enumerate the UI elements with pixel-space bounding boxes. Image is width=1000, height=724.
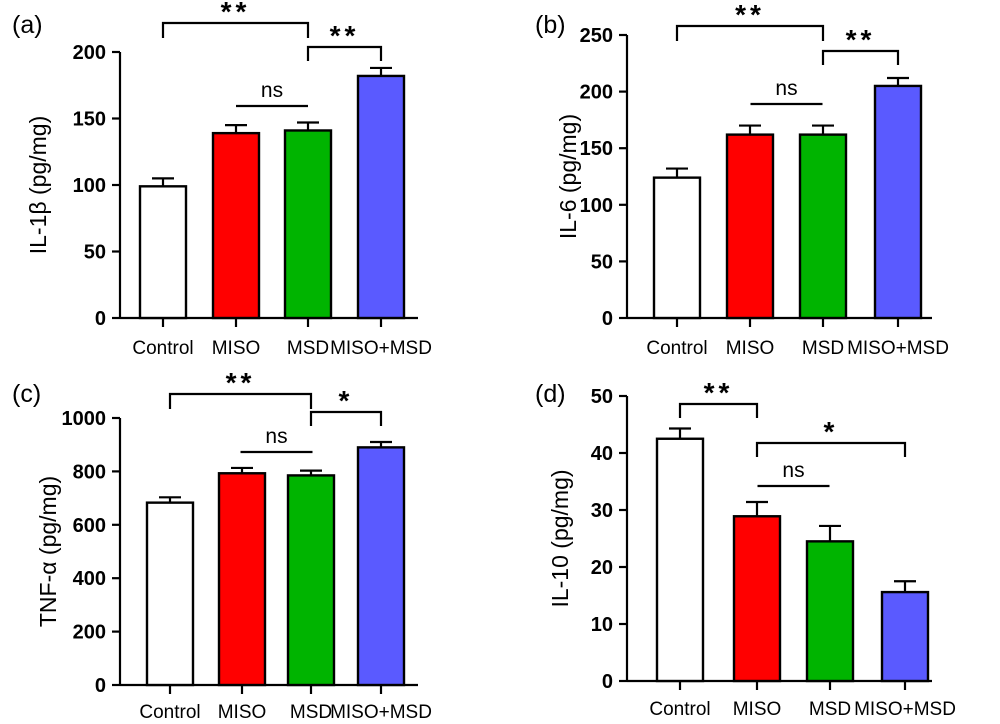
y-tick-label: 200	[580, 82, 613, 104]
y-tick-label: 250	[580, 25, 613, 47]
significance-label: *	[824, 416, 839, 447]
x-tick-label: Control	[646, 338, 707, 359]
y-tick-label: 400	[73, 568, 106, 590]
y-axis-title: IL-1β (pg/mg)	[25, 116, 51, 255]
x-tick-label: MISO	[726, 338, 775, 359]
x-tick-label: MISO+MSD	[847, 338, 949, 359]
y-tick-label: 40	[591, 443, 613, 465]
x-tick-label: MSD	[809, 699, 851, 720]
chart-panel-d: (d) 0 10 20 30 40 50 IL-10 (pg/mg) Control MISO MS…	[535, 377, 956, 720]
bar-miso-msd	[356, 74, 406, 320]
bar-control	[138, 185, 188, 320]
bar-control	[655, 437, 705, 683]
y-tick-label: 100	[73, 175, 106, 197]
y-tick-label: 800	[73, 461, 106, 483]
y-tick-label: 0	[95, 675, 106, 697]
x-tick-label: Control	[132, 338, 193, 359]
y-tick-label: 200	[73, 42, 106, 64]
y-tick-label: 600	[73, 515, 106, 537]
significance-label: **	[846, 24, 876, 55]
significance-label: ns	[261, 79, 283, 102]
x-tick-label: MSD	[802, 338, 844, 359]
bar-miso-msd	[880, 590, 930, 683]
y-tick-label: 0	[602, 308, 613, 330]
x-tick-label: Control	[139, 702, 200, 723]
significance-bracket	[168, 392, 313, 409]
y-tick-label: 200	[73, 622, 106, 644]
y-tick-label: 10	[591, 614, 613, 636]
bar-msd	[805, 540, 855, 683]
significance-bracket	[678, 402, 759, 418]
panel-label: (b)	[535, 11, 566, 39]
x-tick-label: MISO+MSD	[854, 699, 956, 720]
bar-miso-msd	[873, 84, 923, 320]
significance-label: **	[330, 20, 360, 51]
y-tick-label: 20	[591, 557, 613, 579]
y-axis-title: TNF-α (pg/mg)	[35, 476, 61, 627]
bar-miso	[211, 131, 261, 320]
y-tick-label: 0	[95, 308, 106, 330]
x-tick-label: MISO	[218, 702, 267, 723]
chart-panel-a: (a) 0 50 100 150 200 IL-1β (pg/mg) Control MISO M…	[12, 0, 432, 359]
significance-label: **	[226, 367, 256, 398]
bar-miso	[217, 472, 267, 687]
y-tick-label: 1000	[62, 408, 107, 430]
x-tick-label: Control	[649, 699, 710, 720]
significance-label: ns	[265, 425, 287, 448]
y-axis-title: IL-6 (pg/mg)	[555, 114, 581, 239]
significance-label: *	[339, 385, 354, 416]
bar-msd	[798, 133, 848, 320]
panel-label: (a)	[12, 11, 43, 39]
x-tick-label: MSD	[287, 338, 329, 359]
bar-msd	[286, 474, 336, 687]
x-tick-label: MISO	[212, 338, 261, 359]
chart-panel-b: (b) 0 50 100 150 200 250 IL-6 (pg/mg) Control MIS…	[535, 0, 949, 359]
y-tick-label: 0	[602, 671, 613, 693]
significance-bracket	[309, 410, 383, 426]
significance-bracket	[821, 49, 900, 65]
y-tick-label: 50	[591, 251, 613, 273]
chart-panel-c: (c) 0 200 400 600 800 1000 TNF-α (pg/mg) Control…	[12, 367, 432, 723]
y-tick-label: 50	[591, 386, 613, 408]
significance-label: **	[704, 377, 734, 408]
significance-label: ns	[775, 77, 797, 100]
bar-miso-msd	[356, 446, 406, 687]
y-tick-label: 100	[580, 195, 613, 217]
significance-label: **	[221, 0, 251, 27]
y-tick-label: 50	[84, 242, 106, 264]
x-tick-label: MISO+MSD	[330, 702, 432, 723]
x-tick-label: MSD	[290, 702, 332, 723]
panel-label: (d)	[535, 380, 566, 408]
significance-label: ns	[782, 459, 804, 482]
x-tick-label: MISO	[733, 699, 782, 720]
significance-bracket	[755, 441, 907, 457]
significance-bracket	[161, 21, 310, 38]
significance-bracket	[675, 24, 825, 41]
significance-bracket	[306, 45, 383, 61]
x-tick-label: MISO+MSD	[330, 338, 432, 359]
significance-label: **	[735, 0, 765, 30]
y-tick-label: 150	[73, 109, 106, 131]
bar-miso	[725, 133, 775, 320]
y-axis-title: IL-10 (pg/mg)	[547, 469, 573, 607]
bar-msd	[283, 129, 333, 320]
y-tick-label: 150	[580, 138, 613, 160]
bar-miso	[732, 515, 782, 683]
y-tick-label: 30	[591, 500, 613, 522]
bar-control	[145, 501, 195, 687]
panel-label: (c)	[12, 380, 41, 408]
bar-control	[652, 176, 702, 320]
